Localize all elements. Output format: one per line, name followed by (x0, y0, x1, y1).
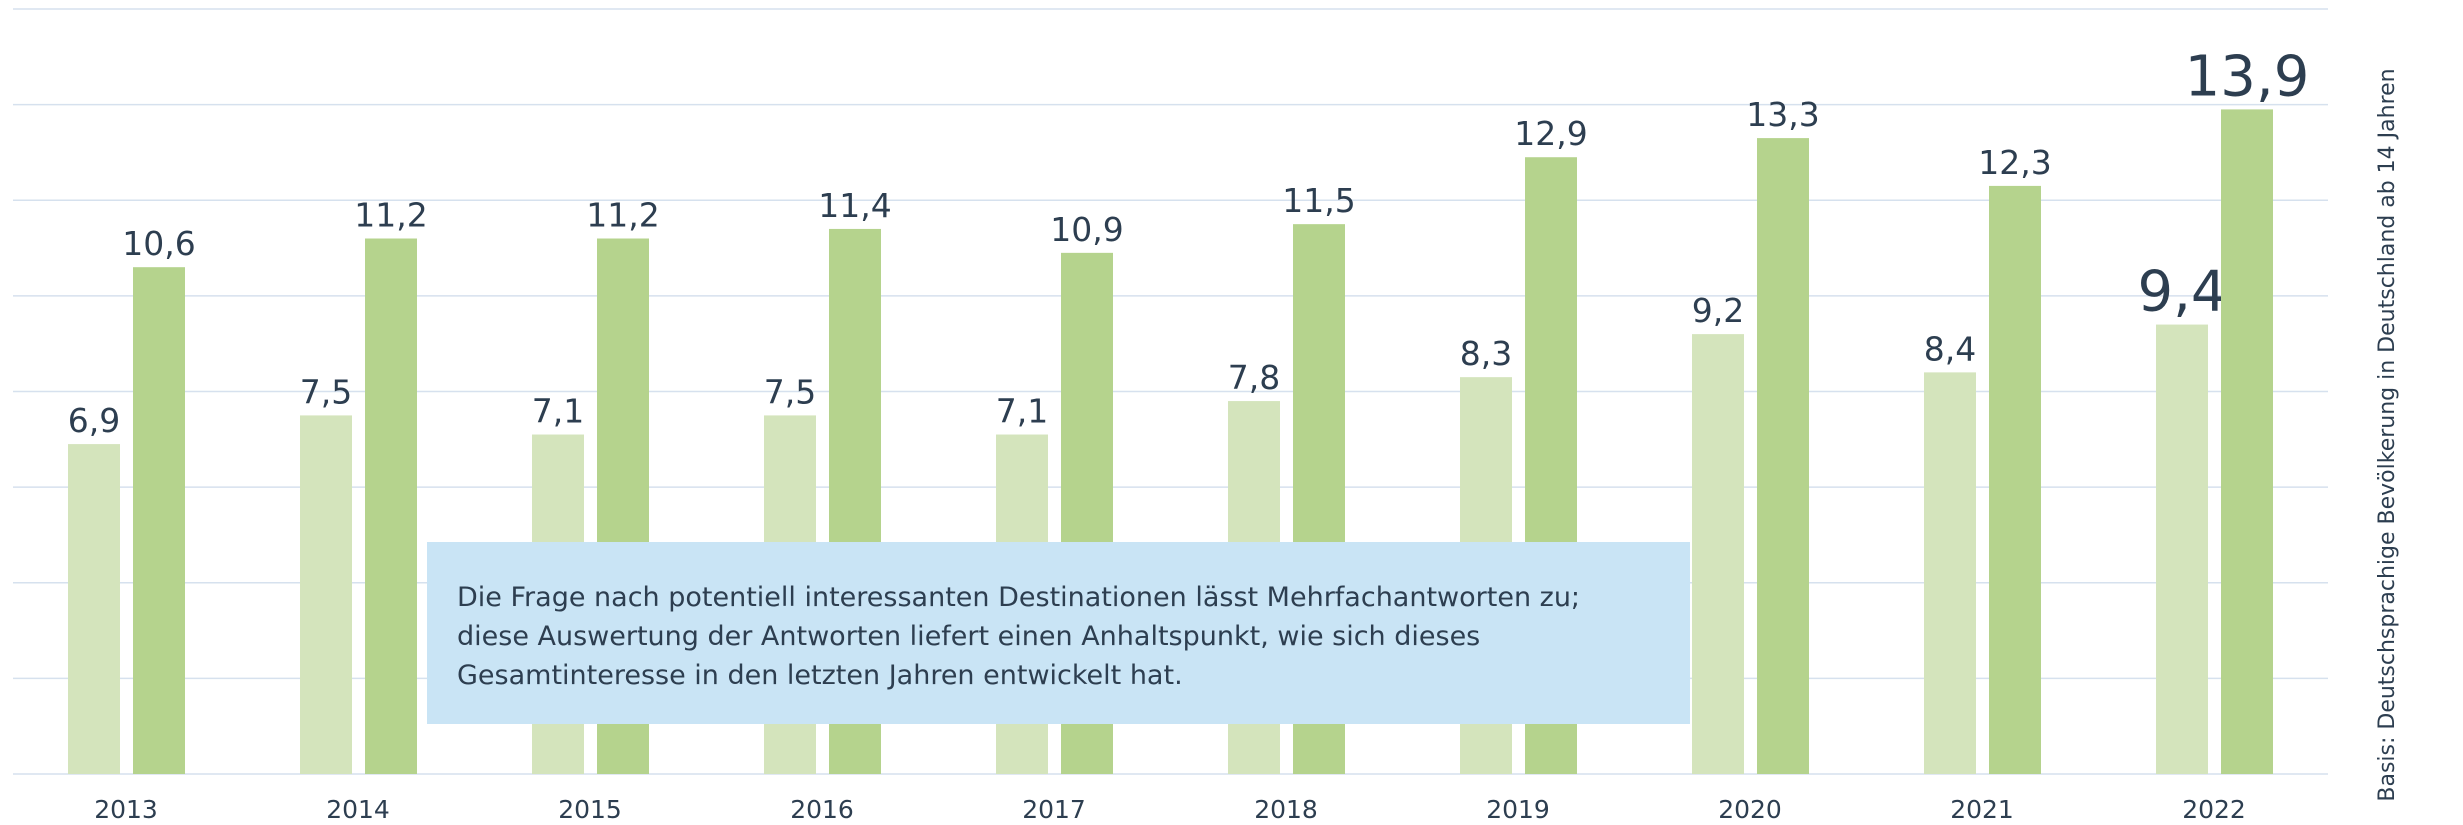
side-note: Basis: Deutschsprachige Bevölkerung in D… (2375, 68, 2400, 801)
value-label: 11,2 (354, 196, 427, 235)
x-tick-label: 2022 (2182, 795, 2246, 824)
value-label: 11,2 (586, 196, 659, 235)
value-label: 10,6 (122, 224, 195, 263)
bar (68, 444, 120, 774)
value-label: 7,8 (1228, 358, 1280, 397)
bar (365, 238, 417, 774)
value-label: 11,5 (1282, 181, 1355, 220)
value-label: 9,2 (1692, 291, 1744, 330)
x-tick-label: 2020 (1718, 795, 1782, 824)
x-tick-label: 2019 (1486, 795, 1550, 824)
value-label: 7,1 (532, 392, 584, 431)
value-label: 7,1 (996, 392, 1048, 431)
x-tick-label: 2014 (326, 795, 390, 824)
annotation: Die Frage nach potentiell interessanten … (427, 542, 1690, 724)
x-tick-label: 2017 (1022, 795, 1086, 824)
bar (1757, 138, 1809, 774)
value-label: 13,3 (1746, 95, 1819, 134)
bar (2156, 324, 2208, 774)
value-label: 9,4 (2137, 260, 2226, 325)
x-tick-label: 2018 (1254, 795, 1318, 824)
bar (300, 415, 352, 774)
bar (133, 267, 185, 774)
value-label: 8,3 (1460, 334, 1512, 373)
x-tick-label: 2013 (94, 795, 158, 824)
value-label: 8,4 (1924, 329, 1976, 368)
x-tick-label: 2015 (558, 795, 622, 824)
value-label: 11,4 (818, 186, 891, 225)
x-tick-label: 2021 (1950, 795, 2014, 824)
value-label: 7,5 (300, 372, 352, 411)
value-label: 6,9 (68, 401, 120, 440)
value-label: 12,9 (1514, 114, 1587, 153)
value-label: 13,9 (2185, 44, 2310, 109)
bar (1989, 185, 2041, 774)
bar (1924, 372, 1976, 774)
bar (1692, 334, 1744, 774)
value-label: 10,9 (1050, 210, 1123, 249)
x-tick-label: 2016 (790, 795, 854, 824)
bar (2221, 109, 2273, 774)
value-label: 7,5 (764, 372, 816, 411)
value-label: 12,3 (1978, 143, 2051, 182)
